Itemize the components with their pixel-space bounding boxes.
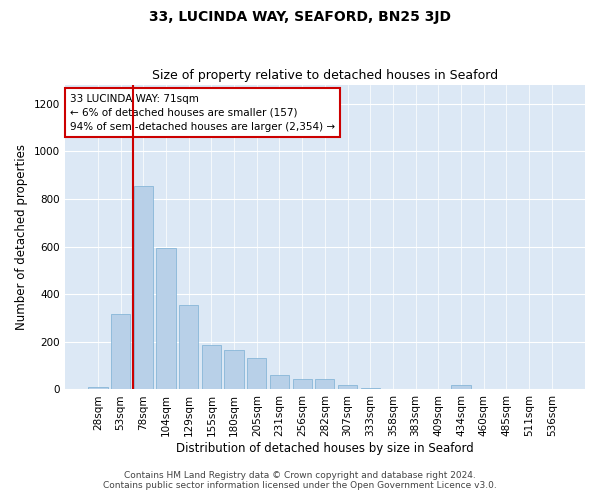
Bar (134, 186, 153, 390)
Text: 33, LUCINDA WAY, SEAFORD, BN25 3JD: 33, LUCINDA WAY, SEAFORD, BN25 3JD (149, 10, 451, 24)
X-axis label: Distribution of detached houses by size in Seaford: Distribution of detached houses by size … (176, 442, 474, 455)
Text: Contains HM Land Registry data © Crown copyright and database right 2024.
Contai: Contains HM Land Registry data © Crown c… (103, 470, 497, 490)
Bar (88, 387, 107, 390)
Bar (111, 314, 130, 390)
Bar (157, 248, 176, 390)
Bar (202, 346, 221, 390)
Bar (293, 378, 312, 390)
Bar (361, 388, 380, 390)
Bar (270, 375, 289, 390)
Bar (315, 378, 334, 390)
Bar (224, 350, 244, 390)
Bar (338, 384, 357, 390)
Text: 33 LUCINDA WAY: 71sqm
← 6% of detached houses are smaller (157)
94% of semi-deta: 33 LUCINDA WAY: 71sqm ← 6% of detached h… (70, 94, 335, 132)
Bar (247, 358, 266, 390)
Bar (179, 305, 199, 390)
Title: Size of property relative to detached houses in Seaford: Size of property relative to detached ho… (152, 69, 498, 82)
Bar (451, 384, 470, 390)
Y-axis label: Number of detached properties: Number of detached properties (15, 144, 28, 330)
